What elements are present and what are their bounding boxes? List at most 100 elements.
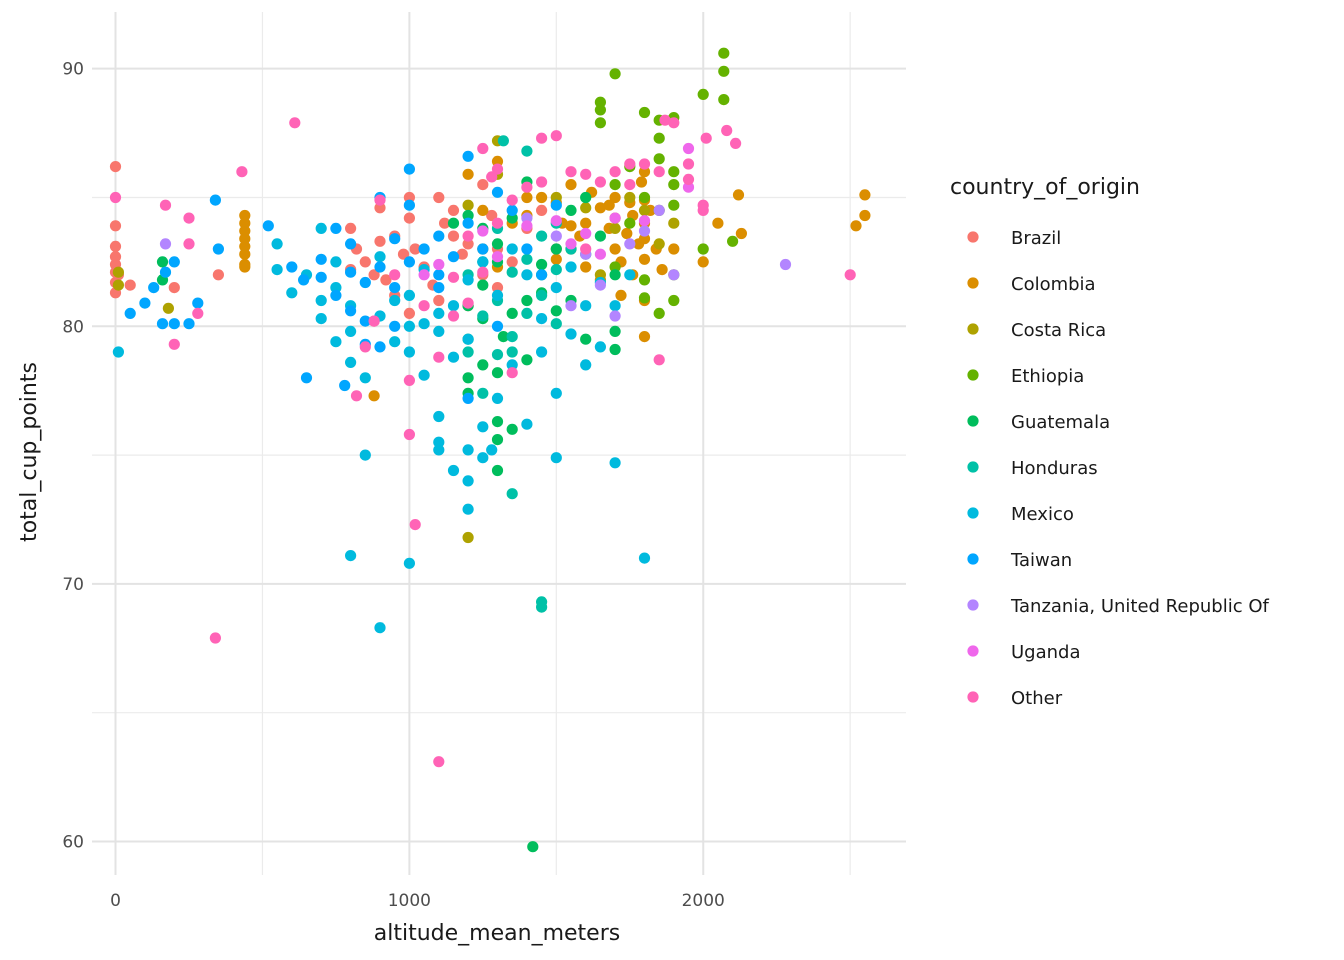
- data-point: [491, 392, 504, 404]
- data-point: [239, 261, 251, 273]
- data-point: [159, 266, 172, 278]
- data-point: [168, 282, 180, 294]
- data-point: [433, 294, 445, 307]
- data-point: [271, 264, 283, 276]
- data-point: [550, 199, 562, 211]
- data-point: [536, 601, 548, 613]
- data-point: [124, 279, 136, 291]
- data-point: [497, 135, 509, 147]
- data-point: [315, 294, 327, 307]
- data-point: [580, 359, 592, 371]
- data-point: [433, 444, 445, 456]
- data-point: [368, 390, 380, 402]
- data-point: [521, 243, 533, 255]
- data-point: [212, 269, 224, 281]
- data-point: [418, 300, 430, 312]
- data-point: [456, 248, 468, 260]
- data-point: [536, 132, 548, 144]
- legend-label: Tanzania, United Republic Of: [1010, 596, 1269, 617]
- data-point: [580, 217, 592, 229]
- data-point: [462, 230, 474, 242]
- data-point: [156, 256, 169, 268]
- data-point: [615, 289, 627, 301]
- data-point: [506, 331, 518, 343]
- data-point: [565, 238, 577, 250]
- legend-label: Colombia: [1011, 274, 1096, 295]
- data-point: [389, 233, 401, 245]
- data-point: [859, 189, 871, 201]
- data-point: [718, 65, 730, 77]
- data-point: [183, 238, 195, 250]
- data-point: [638, 331, 651, 343]
- data-point: [580, 191, 592, 204]
- data-point: [159, 199, 172, 211]
- data-point: [491, 282, 504, 294]
- data-point: [330, 336, 342, 348]
- data-point: [656, 264, 668, 276]
- data-point: [638, 166, 651, 178]
- data-point: [486, 444, 498, 456]
- data-point: [712, 217, 724, 229]
- data-point: [380, 274, 392, 286]
- y-tick-label: 70: [62, 575, 84, 595]
- data-point: [447, 464, 460, 477]
- data-point: [403, 374, 415, 386]
- data-point: [433, 269, 445, 281]
- data-point: [668, 117, 680, 129]
- data-point: [565, 179, 577, 191]
- data-point: [638, 215, 651, 227]
- data-point: [359, 449, 371, 461]
- data-point: [521, 307, 533, 319]
- data-point: [156, 318, 169, 330]
- data-point: [403, 428, 415, 441]
- data-point: [374, 261, 386, 273]
- data-point: [653, 307, 665, 319]
- data-point: [298, 274, 310, 286]
- data-point: [491, 320, 504, 332]
- data-point: [594, 230, 607, 242]
- data-point: [491, 349, 504, 361]
- data-point: [580, 227, 592, 240]
- data-point: [409, 243, 421, 255]
- data-point: [239, 233, 251, 245]
- data-point: [565, 220, 577, 232]
- data-point: [594, 202, 607, 214]
- data-point: [638, 225, 651, 237]
- data-point: [609, 166, 621, 178]
- data-point: [609, 269, 621, 281]
- data-point: [286, 261, 298, 273]
- data-point: [315, 313, 327, 325]
- data-point: [506, 212, 518, 224]
- data-point: [609, 300, 621, 312]
- data-point: [718, 94, 730, 106]
- data-point: [491, 155, 504, 167]
- data-point: [491, 186, 504, 198]
- data-point: [653, 238, 665, 250]
- legend-key: [967, 323, 979, 335]
- data-point: [409, 519, 421, 531]
- data-point: [433, 410, 445, 423]
- data-point: [477, 387, 489, 399]
- data-point: [315, 271, 327, 283]
- data-point: [682, 158, 695, 170]
- data-point: [239, 248, 251, 260]
- data-point: [439, 217, 451, 229]
- data-point: [433, 756, 445, 768]
- data-point: [477, 310, 489, 322]
- data-point: [212, 243, 224, 255]
- data-point: [536, 176, 548, 188]
- data-point: [462, 333, 474, 345]
- data-point: [462, 531, 474, 544]
- data-point: [580, 261, 592, 273]
- legend-label: Guatemala: [1011, 412, 1110, 433]
- data-point: [462, 392, 474, 404]
- data-point: [638, 191, 651, 204]
- data-point: [668, 243, 680, 255]
- data-point: [550, 253, 562, 265]
- data-point: [491, 367, 504, 379]
- data-point: [682, 181, 695, 193]
- data-point: [192, 307, 204, 319]
- data-point: [315, 253, 327, 265]
- data-point: [389, 269, 401, 281]
- data-point: [594, 248, 607, 260]
